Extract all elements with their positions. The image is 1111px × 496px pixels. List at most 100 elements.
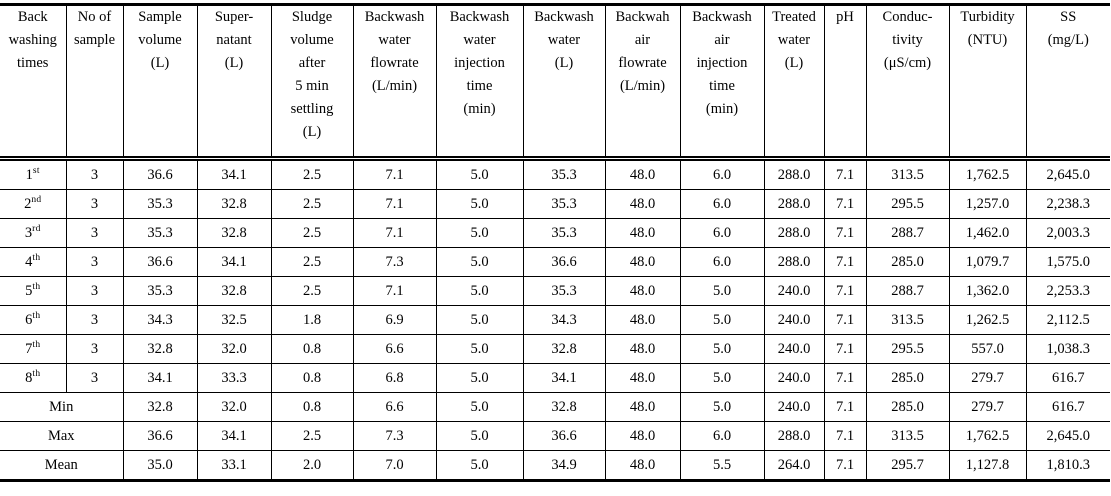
- cell-backwash-water: 35.3: [522, 218, 605, 248]
- cell-turbidity: 279.7: [948, 392, 1026, 422]
- cell-ph: 7.1: [823, 392, 866, 422]
- ordinal-suffix: th: [32, 282, 41, 293]
- cell-backwash-water: 34.3: [522, 305, 605, 335]
- col-header-sample-volume: Sample volume (L): [122, 3, 197, 161]
- cell-ss: 2,645.0: [1025, 158, 1110, 190]
- cell-conductivity: 313.5: [865, 305, 949, 335]
- cell-ph: 7.1: [823, 334, 866, 364]
- cell-back-washing-times: 6th: [0, 305, 66, 335]
- cell-supernatant: 32.0: [196, 334, 271, 364]
- cell-turbidity: 1,127.8: [948, 450, 1026, 482]
- cell-backwash-air-injection-time: 5.0: [679, 276, 764, 306]
- cell-no-of-sample: 3: [65, 334, 123, 364]
- cell-sludge-volume: 1.8: [270, 305, 353, 335]
- cell-backwash-air-injection-time: 6.0: [679, 158, 764, 190]
- ordinal-suffix: th: [32, 311, 41, 322]
- cell-backwash-water-injection-time: 5.0: [435, 247, 523, 277]
- cell-conductivity: 295.5: [865, 334, 949, 364]
- cell-sludge-volume: 0.8: [270, 392, 353, 422]
- cell-ph: 7.1: [823, 158, 866, 190]
- cell-conductivity: 285.0: [865, 247, 949, 277]
- backwashing-data-table: Back washing times No of sample Sample v…: [0, 3, 1110, 482]
- cell-backwash-water-injection-time: 5.0: [435, 158, 523, 190]
- cell-backwash-water: 36.6: [522, 421, 605, 451]
- cell-sample-volume: 32.8: [122, 392, 197, 422]
- cell-treated-water: 240.0: [763, 305, 824, 335]
- cell-backwash-water-injection-time: 5.0: [435, 421, 523, 451]
- cell-backwash-water-injection-time: 5.0: [435, 305, 523, 335]
- cell-backwash-water: 35.3: [522, 189, 605, 219]
- backwash-ordinal: 7: [25, 341, 33, 357]
- cell-ss: 2,112.5: [1025, 305, 1110, 335]
- cell-back-washing-times: 1st: [0, 158, 66, 190]
- cell-no-of-sample: 3: [65, 189, 123, 219]
- summary-row: Min 32.8 32.0 0.8 6.6 5.0 32.8 48.0 5.0 240.0 7.1 2…: [0, 392, 1110, 422]
- cell-treated-water: 288.0: [763, 158, 824, 190]
- cell-conductivity: 285.0: [865, 392, 949, 422]
- cell-supernatant: 33.1: [196, 450, 271, 482]
- cell-turbidity: 1,262.5: [948, 305, 1026, 335]
- cell-backwash-water-injection-time: 5.0: [435, 218, 523, 248]
- cell-sample-volume: 36.6: [122, 158, 197, 190]
- table-body: 1st 3 36.6 34.1 2.5 7.1 5.0 35.3 48.0 6.0 288.0 7.1…: [0, 158, 1110, 482]
- cell-no-of-sample: 3: [65, 158, 123, 190]
- cell-no-of-sample: 3: [65, 305, 123, 335]
- ordinal-suffix: th: [32, 253, 41, 264]
- cell-supernatant: 32.5: [196, 305, 271, 335]
- cell-no-of-sample: 3: [65, 247, 123, 277]
- cell-summary-label: Min: [0, 392, 123, 422]
- cell-supernatant: 34.1: [196, 421, 271, 451]
- cell-treated-water: 264.0: [763, 450, 824, 482]
- table-row: 2nd 3 35.3 32.8 2.5 7.1 5.0 35.3 48.0 6.0 288.0 7.1…: [0, 189, 1110, 219]
- cell-backwash-water: 36.6: [522, 247, 605, 277]
- cell-backwash-water-flowrate: 7.1: [352, 158, 436, 190]
- ordinal-suffix: rd: [32, 224, 41, 235]
- cell-back-washing-times: 7th: [0, 334, 66, 364]
- cell-sample-volume: 34.1: [122, 363, 197, 393]
- ordinal-suffix: th: [32, 369, 41, 380]
- col-header-no-of-sample: No of sample: [65, 3, 123, 161]
- cell-summary-label: Mean: [0, 450, 123, 482]
- cell-backwash-air-injection-time: 6.0: [679, 189, 764, 219]
- cell-backwash-water: 35.3: [522, 158, 605, 190]
- cell-backwash-air-flowrate: 48.0: [604, 334, 680, 364]
- backwash-ordinal: 8: [25, 370, 33, 386]
- table-row: 8th 3 34.1 33.3 0.8 6.8 5.0 34.1 48.0 5.0 240.0 7.1…: [0, 363, 1110, 393]
- cell-backwash-water-flowrate: 7.3: [352, 421, 436, 451]
- cell-treated-water: 240.0: [763, 334, 824, 364]
- cell-backwash-water: 32.8: [522, 392, 605, 422]
- cell-ph: 7.1: [823, 218, 866, 248]
- cell-backwash-air-flowrate: 48.0: [604, 450, 680, 482]
- cell-backwash-air-flowrate: 48.0: [604, 392, 680, 422]
- cell-backwash-water-injection-time: 5.0: [435, 189, 523, 219]
- cell-ss: 2,253.3: [1025, 276, 1110, 306]
- cell-ph: 7.1: [823, 305, 866, 335]
- cell-no-of-sample: 3: [65, 363, 123, 393]
- table-row: 3rd 3 35.3 32.8 2.5 7.1 5.0 35.3 48.0 6.0 288.0 7.1…: [0, 218, 1110, 248]
- cell-backwash-air-flowrate: 48.0: [604, 363, 680, 393]
- cell-backwash-air-injection-time: 5.0: [679, 392, 764, 422]
- ordinal-suffix: nd: [31, 195, 42, 206]
- cell-treated-water: 240.0: [763, 276, 824, 306]
- cell-turbidity: 1,762.5: [948, 421, 1026, 451]
- cell-conductivity: 288.7: [865, 276, 949, 306]
- cell-backwash-air-injection-time: 6.0: [679, 218, 764, 248]
- cell-no-of-sample: 3: [65, 218, 123, 248]
- cell-backwash-air-injection-time: 5.0: [679, 363, 764, 393]
- cell-treated-water: 288.0: [763, 189, 824, 219]
- cell-backwash-air-flowrate: 48.0: [604, 421, 680, 451]
- cell-back-washing-times: 8th: [0, 363, 66, 393]
- cell-treated-water: 240.0: [763, 392, 824, 422]
- cell-sample-volume: 35.3: [122, 218, 197, 248]
- cell-back-washing-times: 4th: [0, 247, 66, 277]
- cell-conductivity: 295.5: [865, 189, 949, 219]
- cell-backwash-water: 35.3: [522, 276, 605, 306]
- cell-backwash-air-injection-time: 6.0: [679, 247, 764, 277]
- cell-sludge-volume: 0.8: [270, 363, 353, 393]
- cell-backwash-air-flowrate: 48.0: [604, 276, 680, 306]
- cell-no-of-sample: 3: [65, 276, 123, 306]
- backwash-ordinal: 1: [25, 167, 33, 183]
- cell-backwash-air-injection-time: 5.0: [679, 334, 764, 364]
- cell-sludge-volume: 2.0: [270, 450, 353, 482]
- cell-backwash-air-flowrate: 48.0: [604, 189, 680, 219]
